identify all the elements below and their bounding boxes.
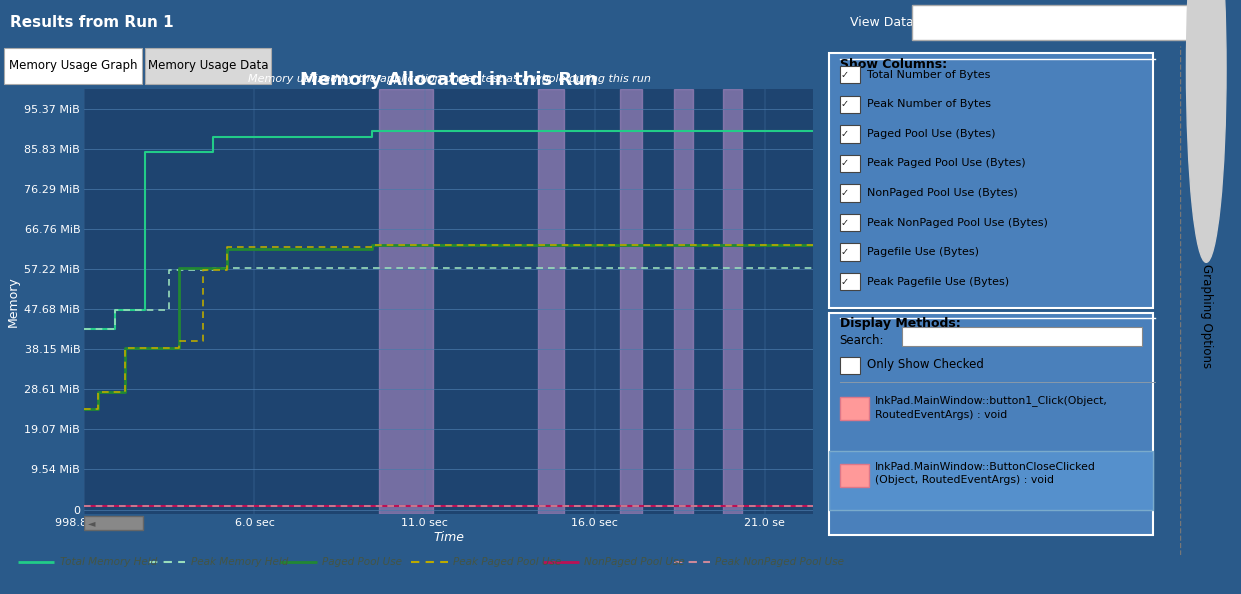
Text: Paged Pool Use: Paged Pool Use (323, 557, 402, 567)
FancyBboxPatch shape (840, 184, 860, 202)
Text: Total Memory Held: Total Memory Held (60, 557, 158, 567)
Text: Show Columns:: Show Columns: (840, 58, 947, 71)
Text: Memory utilized by the application under test as a whole during this run: Memory utilized by the application under… (248, 74, 650, 84)
FancyBboxPatch shape (829, 451, 1153, 510)
Bar (539, 89, 563, 514)
FancyBboxPatch shape (4, 48, 143, 84)
FancyBboxPatch shape (840, 273, 860, 290)
Text: Paged Pool Use (Bytes): Paged Pool Use (Bytes) (867, 129, 995, 139)
Text: NonPaged Pool Use: NonPaged Pool Use (585, 557, 685, 567)
Text: ✓: ✓ (841, 247, 849, 257)
FancyBboxPatch shape (840, 214, 860, 231)
Text: ✓: ✓ (841, 159, 849, 169)
Text: Pagefile Use (Bytes): Pagefile Use (Bytes) (867, 247, 979, 257)
Text: ✓: ✓ (841, 69, 849, 80)
Text: NonPaged Pool Use (Bytes): NonPaged Pool Use (Bytes) (867, 188, 1018, 198)
FancyBboxPatch shape (829, 53, 1153, 308)
FancyBboxPatch shape (840, 66, 860, 83)
FancyBboxPatch shape (840, 397, 869, 421)
FancyBboxPatch shape (84, 516, 143, 530)
FancyBboxPatch shape (912, 5, 1216, 40)
Text: ✓: ✓ (841, 188, 849, 198)
Text: Memory Usage Graph: Memory Usage Graph (9, 59, 138, 72)
Text: Results from Run 1: Results from Run 1 (10, 15, 174, 30)
FancyBboxPatch shape (829, 313, 1153, 535)
Bar (619, 89, 642, 514)
FancyBboxPatch shape (840, 244, 860, 261)
Title: Memory Allocated in this Run: Memory Allocated in this Run (300, 71, 597, 89)
Text: ✓: ✓ (841, 277, 849, 287)
FancyBboxPatch shape (840, 464, 869, 486)
Circle shape (1186, 0, 1226, 263)
FancyBboxPatch shape (840, 155, 860, 172)
Text: Memory Analysis: Memory Analysis (921, 17, 1028, 29)
Text: ✓: ✓ (841, 217, 849, 228)
FancyBboxPatch shape (145, 48, 271, 84)
Text: Peak NonPaged Pool Use: Peak NonPaged Pool Use (715, 557, 844, 567)
Text: Total Number of Bytes: Total Number of Bytes (867, 69, 990, 80)
Text: InkPad.MainWindow::button1_Click(Object,
RoutedEventArgs) : void: InkPad.MainWindow::button1_Click(Object,… (875, 396, 1107, 419)
Text: View Data As:: View Data As: (850, 17, 937, 29)
Text: Display Methods:: Display Methods: (840, 317, 961, 330)
FancyBboxPatch shape (840, 96, 860, 113)
Text: ▾: ▾ (1206, 16, 1214, 30)
Text: ❯: ❯ (1200, 61, 1212, 76)
Text: Peak Pagefile Use (Bytes): Peak Pagefile Use (Bytes) (867, 277, 1009, 287)
Text: Peak Number of Bytes: Peak Number of Bytes (867, 99, 992, 109)
FancyBboxPatch shape (840, 125, 860, 143)
FancyBboxPatch shape (840, 356, 860, 374)
FancyBboxPatch shape (902, 327, 1142, 346)
Text: Memory Usage Data: Memory Usage Data (148, 59, 268, 72)
Text: Peak NonPaged Pool Use (Bytes): Peak NonPaged Pool Use (Bytes) (867, 217, 1049, 228)
Text: Peak Memory Held: Peak Memory Held (191, 557, 288, 567)
Text: Peak Paged Pool Use: Peak Paged Pool Use (453, 557, 561, 567)
Text: ✓: ✓ (841, 99, 849, 109)
Text: ✓: ✓ (841, 129, 849, 139)
Text: Search:: Search: (840, 334, 885, 347)
Text: ◄: ◄ (88, 518, 96, 527)
X-axis label: Time: Time (433, 531, 464, 544)
Text: Graphing Options: Graphing Options (1200, 264, 1212, 368)
Bar (724, 89, 742, 514)
Text: InkPad.MainWindow::ButtonCloseClicked
(Object, RoutedEventArgs) : void: InkPad.MainWindow::ButtonCloseClicked (O… (875, 462, 1096, 485)
Bar (380, 89, 433, 514)
Text: Peak Paged Pool Use (Bytes): Peak Paged Pool Use (Bytes) (867, 159, 1026, 169)
Y-axis label: Memory: Memory (7, 276, 20, 327)
Text: Only Show Checked: Only Show Checked (867, 358, 984, 371)
Bar (674, 89, 692, 514)
